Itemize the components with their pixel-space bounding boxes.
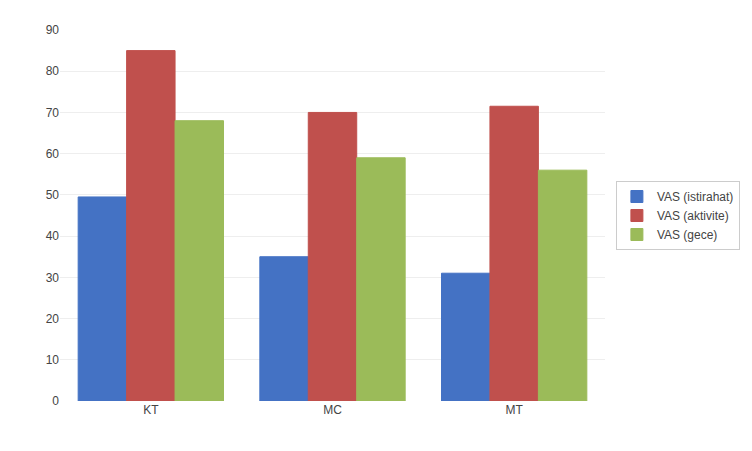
svg-text:40: 40 bbox=[46, 229, 60, 243]
svg-text:90: 90 bbox=[46, 23, 60, 37]
svg-text:10: 10 bbox=[46, 353, 60, 367]
svg-text:VAS (aktivite): VAS (aktivite) bbox=[657, 209, 729, 223]
svg-text:70: 70 bbox=[46, 106, 60, 120]
svg-text:50: 50 bbox=[46, 188, 60, 202]
svg-text:VAS (istirahat): VAS (istirahat) bbox=[657, 190, 733, 204]
svg-text:MT: MT bbox=[506, 403, 524, 417]
svg-text:60: 60 bbox=[46, 147, 60, 161]
svg-text:0: 0 bbox=[52, 394, 59, 408]
svg-text:KT: KT bbox=[143, 403, 159, 417]
svg-text:30: 30 bbox=[46, 271, 60, 285]
svg-text:20: 20 bbox=[46, 312, 60, 326]
svg-text:VAS (gece): VAS (gece) bbox=[657, 228, 717, 242]
svg-text:MC: MC bbox=[323, 403, 342, 417]
svg-text:80: 80 bbox=[46, 64, 60, 78]
